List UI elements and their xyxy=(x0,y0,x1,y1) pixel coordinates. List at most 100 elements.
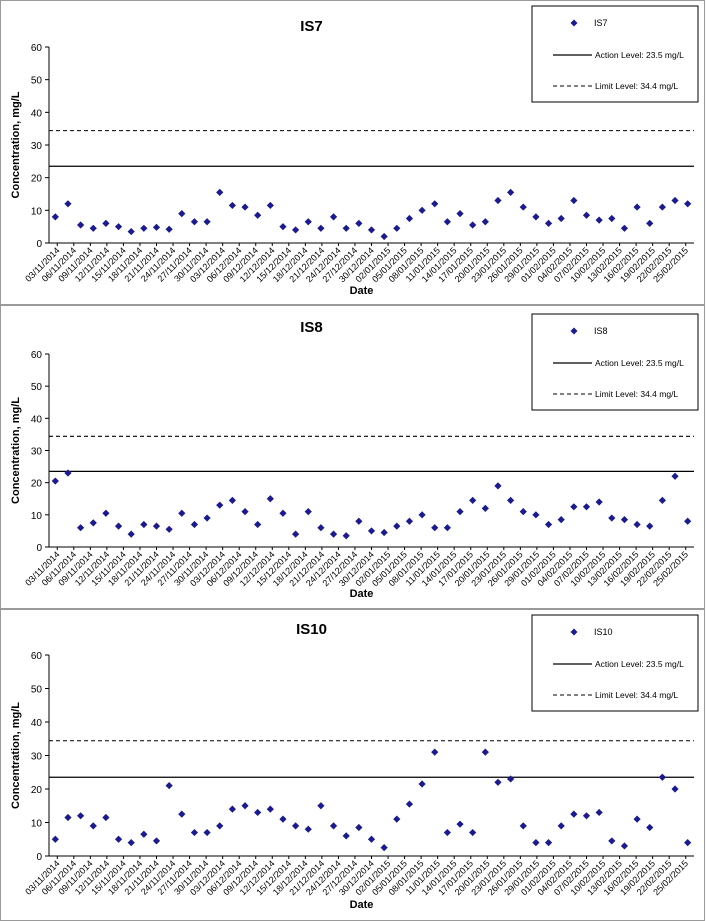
data-point xyxy=(329,213,338,221)
data-point xyxy=(102,813,110,822)
data-point xyxy=(292,530,300,538)
data-point xyxy=(684,200,692,208)
data-point xyxy=(114,223,123,231)
data-point xyxy=(190,828,199,837)
data-point xyxy=(266,495,274,503)
data-point xyxy=(254,211,262,219)
y-tick-label: 60 xyxy=(31,43,43,54)
y-tick-label: 0 xyxy=(36,543,42,554)
data-point xyxy=(456,210,464,218)
data-point xyxy=(216,501,224,509)
legend-limit-label: Limit Level: 34.4 mg/L xyxy=(595,81,678,91)
data-point xyxy=(317,224,325,232)
data-point xyxy=(241,802,249,810)
data-point xyxy=(684,517,692,525)
data-point xyxy=(456,820,464,828)
data-point xyxy=(102,219,110,227)
x-axis-label: Date xyxy=(350,588,374,600)
data-point xyxy=(380,844,388,852)
data-point xyxy=(405,214,414,223)
y-tick-label: 20 xyxy=(31,785,43,796)
data-point xyxy=(582,503,591,511)
data-point xyxy=(646,522,654,530)
data-point xyxy=(633,520,641,529)
chart-panel-is7: IS7 0 10 20 30 40 50 60 03/11/2014 06/11/2014 09/1… xyxy=(0,0,705,305)
y-tick-label: 50 xyxy=(31,76,43,87)
data-point xyxy=(367,226,376,234)
legend-action-label: Action Level: 23.5 mg/L xyxy=(595,50,684,60)
data-point xyxy=(114,522,123,530)
data-point xyxy=(342,532,350,540)
data-point xyxy=(494,778,502,786)
data-point xyxy=(203,514,211,522)
y-tick-label: 20 xyxy=(31,174,43,185)
data-point xyxy=(481,218,489,226)
data-point xyxy=(608,514,616,522)
chart-svg: IS7010203040506003/11/201406/11/201409/1… xyxy=(10,5,699,297)
legend-limit-label: Limit Level: 34.4 mg/L xyxy=(595,389,678,399)
data-point xyxy=(89,224,97,232)
data-point xyxy=(658,203,666,211)
data-point xyxy=(532,839,540,847)
y-axis-label: Concentration, mg/L xyxy=(10,397,22,504)
y-tick-label: 60 xyxy=(31,350,43,361)
data-point xyxy=(77,221,85,229)
data-point xyxy=(355,517,363,525)
data-point xyxy=(165,225,173,233)
y-tick-label: 60 xyxy=(31,651,43,662)
data-point xyxy=(431,524,439,532)
chart-panel-is8: IS8 0 10 20 30 40 50 60 03/11/2014 06/11/2014 09/1… xyxy=(0,305,705,609)
data-point xyxy=(532,213,540,221)
data-point xyxy=(304,825,312,833)
data-point xyxy=(633,815,641,823)
data-point xyxy=(595,498,603,506)
data-point xyxy=(304,218,312,226)
data-point xyxy=(646,823,654,832)
data-point xyxy=(51,213,59,221)
data-point xyxy=(355,823,363,832)
data-point xyxy=(519,508,527,516)
data-point xyxy=(646,219,654,227)
data-point xyxy=(304,508,312,516)
data-point xyxy=(443,524,451,532)
data-point xyxy=(405,517,414,525)
data-point xyxy=(140,520,148,529)
data-point xyxy=(77,812,85,820)
data-point xyxy=(393,522,401,530)
data-point xyxy=(507,188,515,196)
data-point xyxy=(469,828,477,837)
data-point xyxy=(266,201,274,210)
y-axis-label: Concentration, mg/L xyxy=(10,702,22,809)
data-point xyxy=(51,835,59,843)
data-point xyxy=(203,828,211,837)
data-point xyxy=(367,835,376,843)
data-point xyxy=(140,224,148,232)
y-tick-label: 30 xyxy=(31,141,43,152)
data-point xyxy=(608,837,616,845)
legend: IS10 Action Level: 23.5 mg/L Limit Level: … xyxy=(531,614,699,712)
data-point xyxy=(165,525,173,533)
data-point xyxy=(557,214,565,223)
data-point xyxy=(254,808,262,817)
data-point xyxy=(544,520,553,529)
data-point xyxy=(393,815,401,823)
data-point xyxy=(190,218,199,226)
data-point xyxy=(329,822,338,830)
data-point xyxy=(317,802,325,810)
data-point xyxy=(228,805,236,813)
legend-marker xyxy=(570,19,578,27)
x-axis-label: Date xyxy=(350,899,374,911)
data-point xyxy=(481,504,489,512)
legend-series-label: IS7 xyxy=(594,18,608,28)
chart-svg: IS10010203040506003/11/201406/11/201409/… xyxy=(10,614,699,911)
legend: IS7 Action Level: 23.5 mg/L Limit Level: 3… xyxy=(531,5,699,103)
data-point xyxy=(469,496,477,504)
y-tick-label: 30 xyxy=(31,447,43,458)
data-point xyxy=(519,203,527,211)
y-tick-label: 0 xyxy=(36,852,42,863)
data-point xyxy=(77,524,85,532)
data-point xyxy=(292,822,300,830)
data-point xyxy=(241,203,249,211)
data-point xyxy=(152,837,161,845)
data-point xyxy=(51,477,59,485)
